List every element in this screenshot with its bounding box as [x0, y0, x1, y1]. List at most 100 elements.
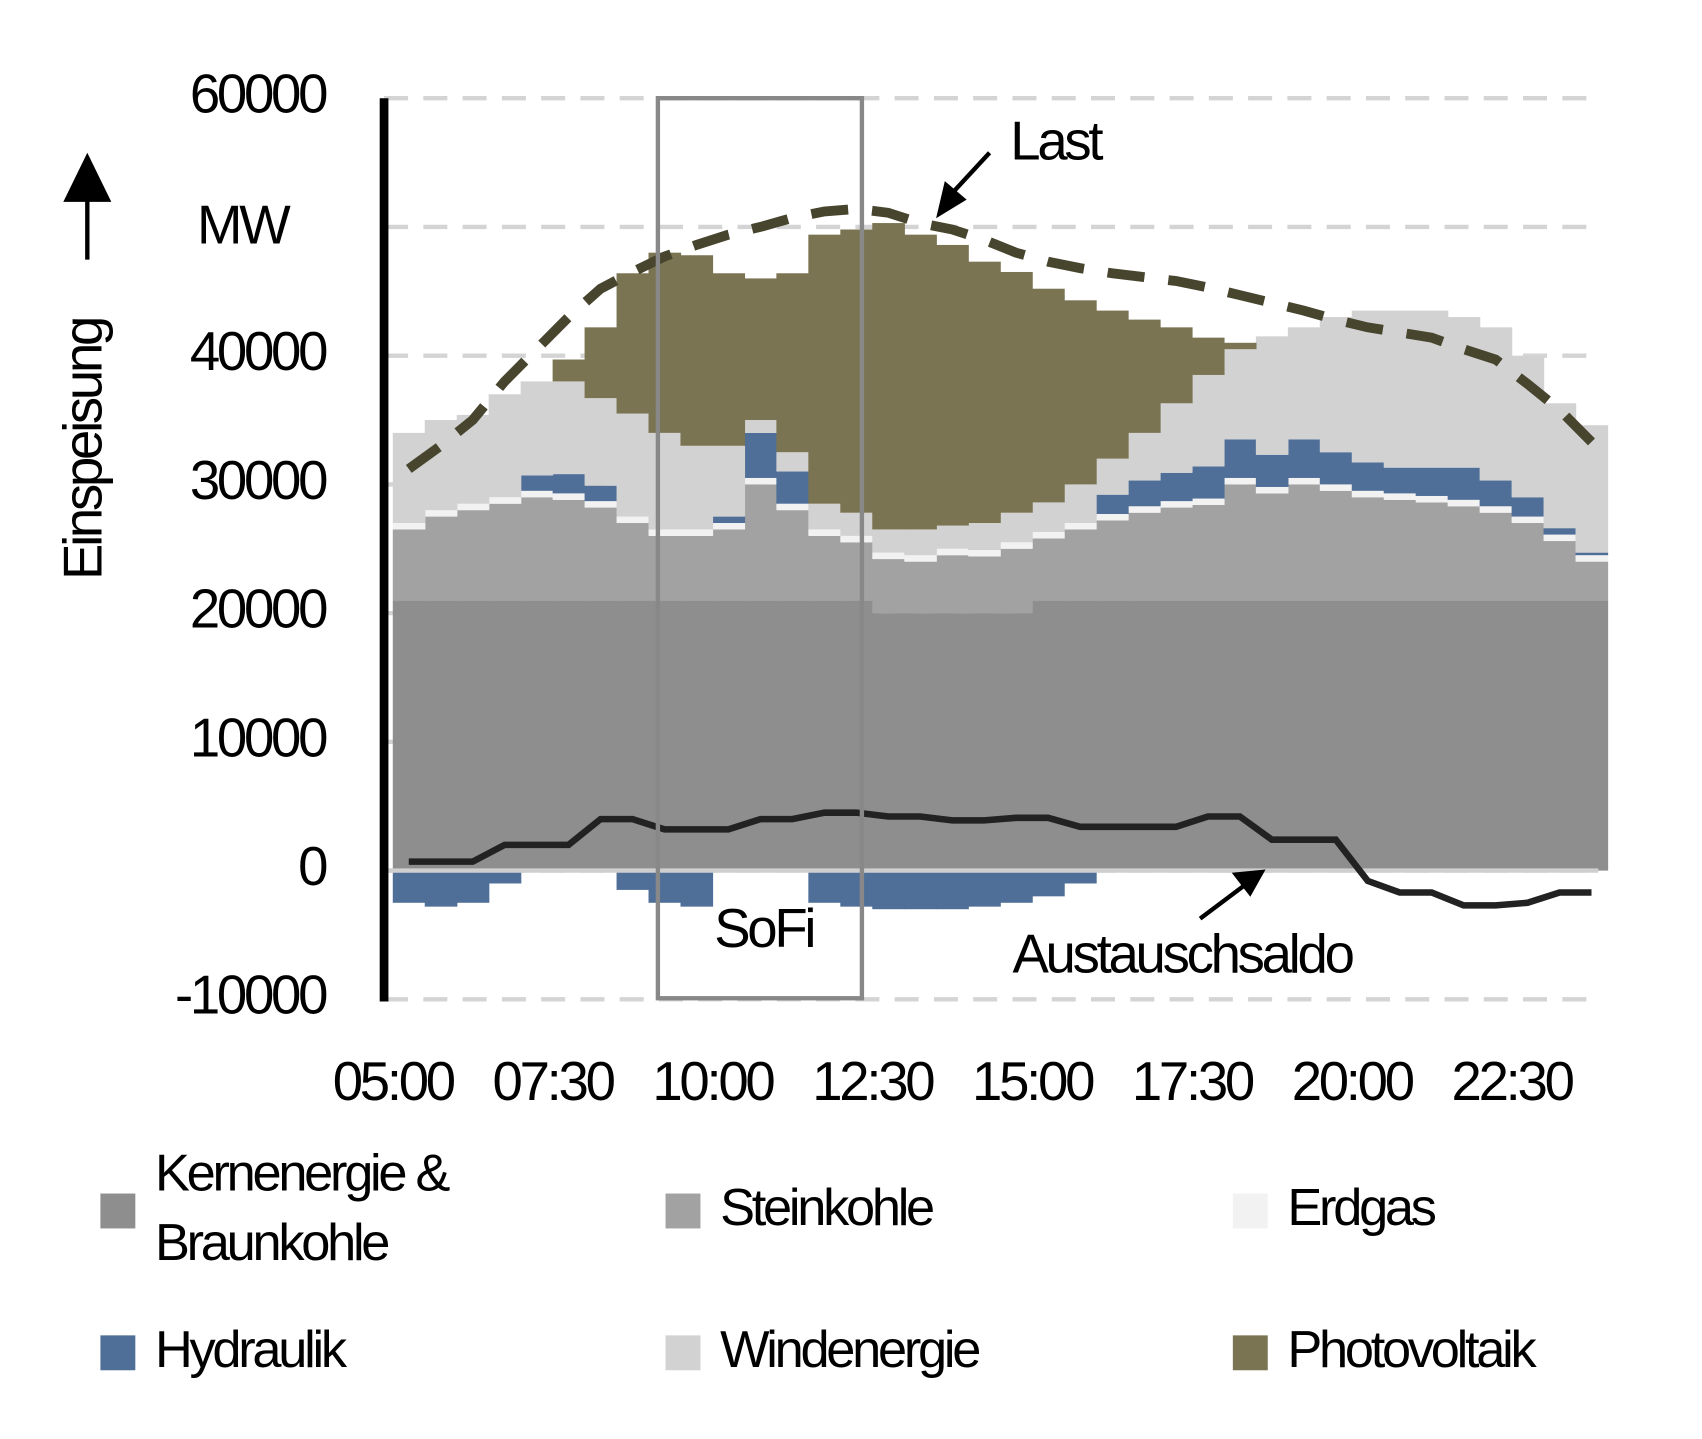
area-segment [1575, 561, 1609, 601]
area-segment [840, 535, 873, 543]
area-segment [1191, 504, 1225, 601]
area-segment [1127, 432, 1161, 481]
area-segment [1575, 425, 1609, 553]
area-segment [680, 870, 714, 907]
area-segment [1447, 600, 1481, 871]
area-segment [904, 613, 937, 871]
area-segment [488, 870, 522, 884]
area-segment [1351, 462, 1385, 491]
area-segment [392, 432, 426, 524]
area-segment [1255, 600, 1289, 871]
area-segment [392, 523, 426, 530]
area-segment [936, 244, 969, 526]
area-segment [1191, 337, 1225, 375]
area-segment [1032, 288, 1065, 503]
eclipse-box [655, 96, 865, 1001]
area-segment [648, 535, 682, 601]
area-segment [520, 490, 554, 498]
area-segment [968, 261, 1001, 524]
area-segment [968, 556, 1001, 614]
area-segment [1415, 600, 1449, 871]
area-segment [1032, 538, 1065, 601]
legend-label: Steinkohle [720, 1179, 935, 1238]
y-unit: MW [197, 195, 291, 256]
area-segment [1191, 600, 1225, 871]
area-segment [616, 600, 650, 871]
area-segment [1191, 374, 1225, 467]
area-segment [1383, 493, 1417, 500]
y-tick-label: 30000 [190, 450, 327, 511]
x-tick-label: 05:00 [333, 1051, 455, 1112]
area-segment [936, 613, 969, 871]
annotation: Last [1010, 111, 1103, 172]
legend-label: Erdgas [1287, 1179, 1437, 1238]
area-segment [1351, 497, 1385, 601]
area-segment [1032, 600, 1065, 871]
area-segment [584, 327, 618, 399]
area-segment [1511, 600, 1545, 871]
area-segment [1000, 512, 1033, 543]
legend: Kernenergie & Braunkohle Steinkohle Erdgas… [100, 1144, 1537, 1379]
plot-area [384, 96, 1609, 1002]
area-segment [872, 870, 905, 910]
area-segment [1383, 600, 1417, 871]
area-segment [840, 600, 873, 871]
area-segment [1287, 477, 1321, 485]
area-segment [1159, 501, 1193, 508]
area-segment [680, 535, 714, 601]
y-tick-label: 60000 [190, 64, 327, 125]
area-segment [424, 516, 458, 601]
area-segment [1032, 532, 1065, 539]
line-series [405, 203, 1595, 473]
area-segment [840, 870, 873, 907]
area-segment [776, 510, 809, 601]
area-segment [680, 600, 714, 871]
area-segment [1447, 467, 1481, 500]
area-segment [808, 529, 841, 536]
area-segment [1447, 499, 1481, 507]
area-segment [1287, 484, 1321, 601]
area-segment [584, 501, 618, 508]
area-segment [840, 512, 873, 536]
arrow [1198, 884, 1246, 921]
area-segment [904, 555, 937, 562]
area-segment [1287, 327, 1321, 440]
area-segment [872, 552, 905, 560]
area-segment [1511, 497, 1545, 517]
legend-label: Kernenergie & Braunkohle [154, 1144, 451, 1273]
area-segment [1159, 507, 1193, 601]
area-segment [776, 600, 809, 871]
area-segment [424, 510, 458, 517]
area-segment [648, 529, 682, 536]
area-segment [808, 600, 841, 871]
area-segment [808, 503, 841, 530]
arrow [947, 151, 992, 198]
area-segment [712, 516, 746, 524]
area-segment [936, 870, 969, 910]
area-segment [1159, 472, 1193, 502]
area-segment [904, 870, 937, 910]
area-segment [1096, 520, 1129, 601]
legend-swatch [100, 1193, 136, 1229]
area-segment [1383, 499, 1417, 601]
area-segment [392, 529, 426, 601]
area-segment [904, 561, 937, 614]
y-tick-label: 40000 [190, 321, 327, 382]
area-segment [904, 234, 937, 530]
area-segment [776, 471, 809, 504]
area-segment [872, 613, 905, 871]
area-segment [872, 223, 905, 530]
y-tick-label: 20000 [190, 579, 327, 640]
legend-label: Hydraulik [154, 1321, 347, 1379]
area-segment [1479, 512, 1513, 601]
area-segment [1223, 349, 1257, 440]
area-segment [552, 493, 586, 500]
area-segment [1096, 494, 1129, 515]
area-segment [744, 432, 778, 478]
y-tick-label: 0 [298, 836, 327, 897]
area-segment [488, 497, 522, 504]
legend-swatch [1232, 1335, 1268, 1371]
area-segment [1479, 600, 1513, 871]
arrow-head [1231, 869, 1266, 897]
